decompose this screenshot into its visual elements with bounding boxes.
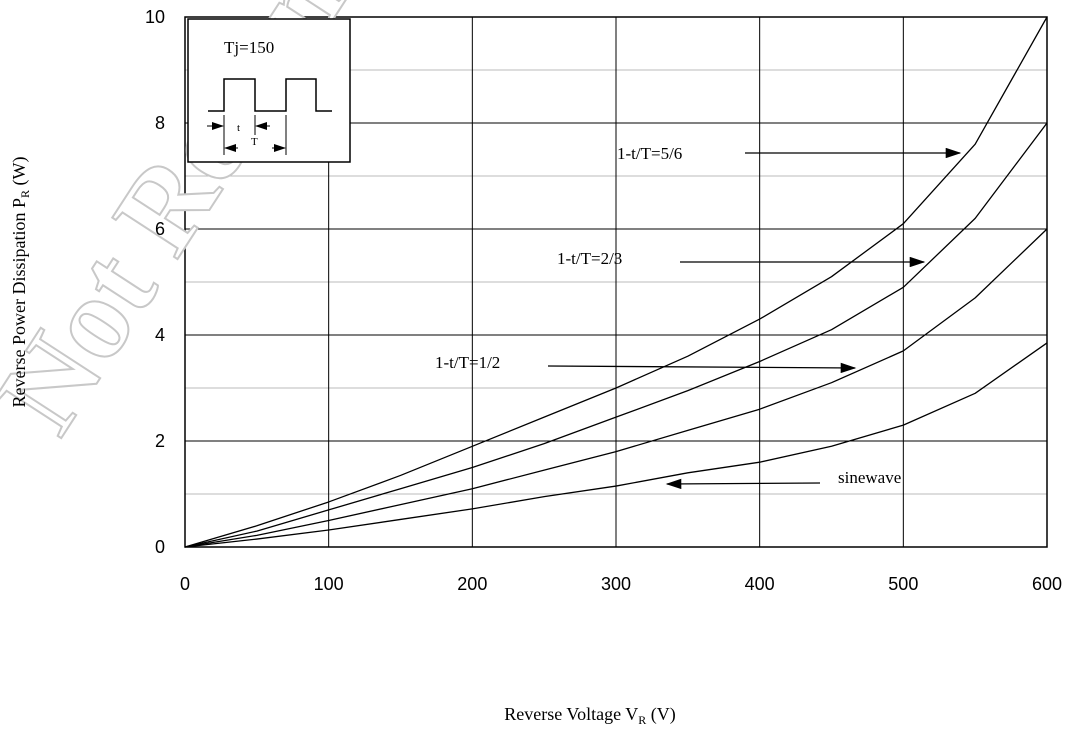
y-axis-label: Reverse Power Dissipation PR (W)	[9, 157, 32, 408]
plot-frame	[184, 16, 1048, 548]
y-tick-label: 8	[155, 113, 165, 133]
series-line	[184, 16, 1048, 548]
annotation-arrow	[665, 478, 821, 490]
label-part: Reverse Voltage V	[504, 704, 638, 724]
x-tick-label: 200	[457, 574, 487, 594]
y-tick-label: 0	[155, 537, 165, 557]
y-tick-label: 2	[155, 431, 165, 451]
x-tick-label: 500	[888, 574, 918, 594]
inset-box	[187, 18, 351, 163]
series-line	[184, 228, 1048, 548]
curves	[184, 16, 1048, 548]
y-tick-label: 10	[145, 7, 165, 27]
label-sub: R	[638, 713, 646, 727]
x-tick-label: 0	[180, 574, 190, 594]
inset: Tj=150 t T	[187, 18, 351, 163]
series-label: 1-t/T=5/6	[617, 144, 682, 163]
series-line	[184, 342, 1048, 548]
y-tick-label: 4	[155, 325, 165, 345]
series-label: 1-t/T=1/2	[435, 353, 500, 372]
annotation-arrow	[547, 362, 857, 374]
x-tick-label: 400	[745, 574, 775, 594]
x-tick-label: 300	[601, 574, 631, 594]
series-label: sinewave	[838, 468, 901, 487]
label-part: Reverse Power Dissipation P	[9, 198, 29, 407]
inset-label: Tj=150	[224, 38, 274, 57]
label-part: (V)	[646, 704, 676, 725]
inset-T: T	[251, 136, 258, 148]
x-tick-label: 600	[1032, 574, 1062, 594]
series-line	[184, 122, 1048, 548]
y-tick-label: 6	[155, 219, 165, 239]
inset-t: t	[237, 122, 240, 134]
pulse	[208, 78, 332, 112]
x-axis-label: Reverse Voltage VR (V)	[504, 704, 676, 727]
series-label: 1-t/T=2/3	[557, 249, 622, 268]
label-sub: R	[18, 190, 32, 198]
label-part: (W)	[9, 157, 30, 190]
x-tick-label: 100	[314, 574, 344, 594]
